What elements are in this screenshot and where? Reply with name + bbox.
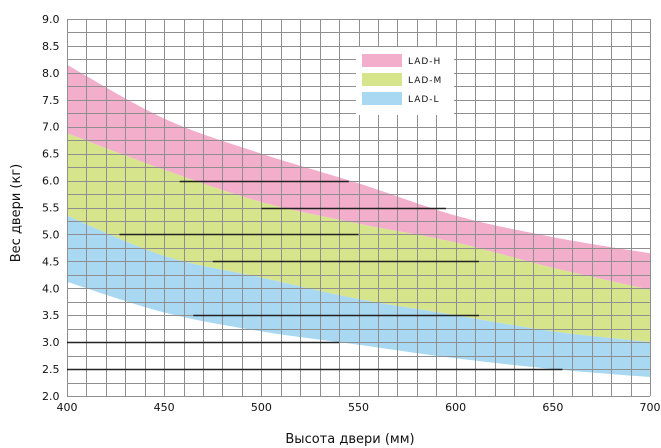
x-tick-label: 550 <box>348 401 369 414</box>
x-axis-title: Высота двери (мм) <box>285 432 414 447</box>
y-tick-label: 3.0 <box>42 336 60 349</box>
y-tick-label: 6.5 <box>42 148 60 161</box>
y-tick-label: 4.5 <box>42 255 60 268</box>
y-tick-label: 2.5 <box>42 363 60 376</box>
y-tick-label: 9.0 <box>42 13 60 26</box>
y-tick-label: 7.0 <box>42 121 60 134</box>
x-tick-label: 500 <box>251 401 272 414</box>
legend-label-lad-l: LAD-L <box>408 95 440 105</box>
y-tick-label: 5.0 <box>42 228 60 241</box>
band-lad-h <box>67 64 650 290</box>
legend: LAD-H LAD-M LAD-L <box>356 47 454 115</box>
y-tick-label: 8.0 <box>42 67 60 80</box>
legend-swatch-lad-l <box>362 92 402 105</box>
legend-swatch-lad-m <box>362 73 402 86</box>
x-tick-label: 600 <box>445 401 466 414</box>
band-lad-l <box>67 215 650 378</box>
y-tick-label: 4.0 <box>42 282 60 295</box>
y-tick-label: 8.5 <box>42 40 60 53</box>
reference-lines <box>67 180 563 371</box>
legend-swatch-lad-h <box>362 54 402 67</box>
y-tick-label: 3.5 <box>42 309 60 322</box>
y-tick-label: 6.0 <box>42 175 60 188</box>
y-tick-label: 7.5 <box>42 94 60 107</box>
band-layer <box>67 64 650 378</box>
x-tick-label: 450 <box>154 401 175 414</box>
y-tick-label: 5.5 <box>42 202 60 215</box>
y-axis-title: Вес двери (кг) <box>9 164 24 263</box>
band-lad-m <box>67 133 650 343</box>
y-tick-label: 2.0 <box>42 390 60 403</box>
y-tick-labels: 2.0 2.5 3.0 3.5 4.0 4.5 5.0 5.5 6.0 6.5 7.0 7.5 8.0 8… <box>42 13 60 403</box>
x-tick-label: 650 <box>542 401 563 414</box>
x-tick-label: 700 <box>640 401 661 414</box>
x-tick-label: 400 <box>57 401 78 414</box>
x-tick-labels: 400 450 500 550 600 650 700 <box>57 401 661 414</box>
legend-label-lad-m: LAD-M <box>408 76 442 86</box>
legend-label-lad-h: LAD-H <box>408 57 441 67</box>
